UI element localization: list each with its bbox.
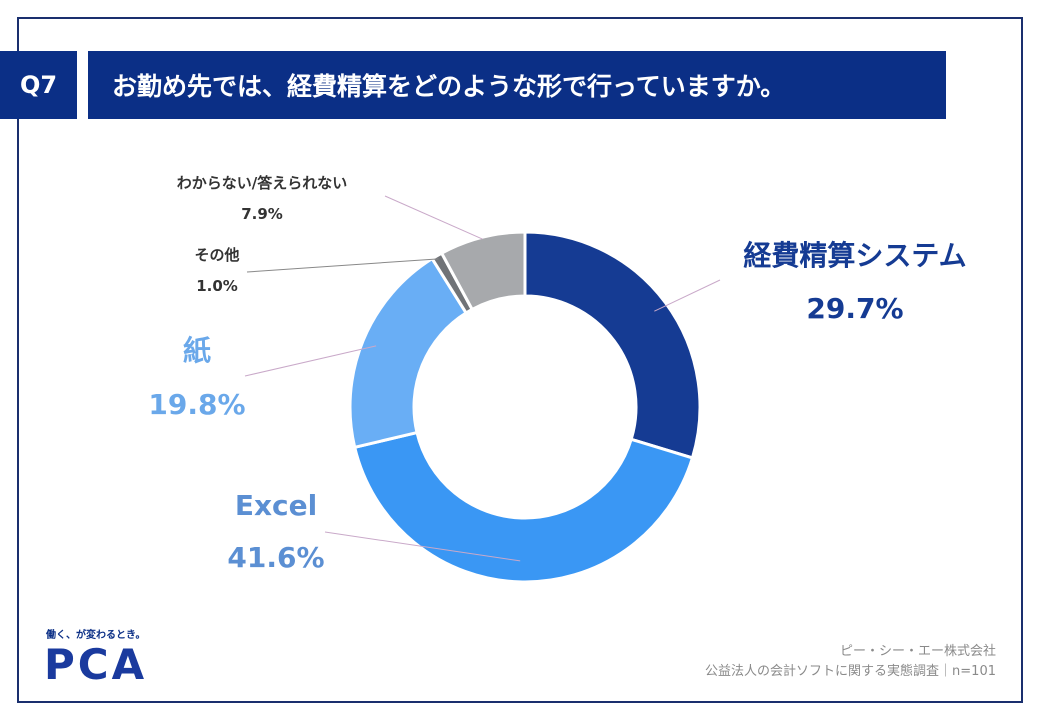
slice-value-4: 7.9%	[241, 205, 283, 223]
slice-value-3: 1.0%	[196, 277, 238, 295]
donut-slice-4	[439, 230, 527, 312]
chart-frame	[17, 17, 1023, 703]
leader-line-0	[654, 279, 721, 312]
slice-label-0: 経費精算システム	[743, 239, 966, 272]
pca-logo: PCA	[44, 640, 148, 689]
slice-value-1: 41.6%	[227, 541, 324, 574]
slice-label-1: Excel	[235, 489, 317, 522]
leader-line-4	[384, 195, 483, 240]
slice-label-3: その他	[194, 246, 239, 264]
question-title: お勤め先では、経費精算をどのような形で行っていますか。	[88, 51, 946, 119]
survey-note: 公益法人の会計ソフトに関する実態調査｜n=101	[705, 664, 996, 679]
slice-label-4: わからない/答えられない	[177, 174, 347, 192]
leader-line-3	[246, 258, 439, 273]
donut-slice-0	[523, 230, 702, 460]
slice-value-2: 19.8%	[148, 388, 245, 421]
leader-line-2	[244, 345, 377, 377]
leader-line-1	[324, 531, 521, 562]
donut-slice-1	[352, 430, 695, 584]
company-name: ピー・シー・エー株式会社	[839, 644, 996, 659]
footer-source: ピー・シー・エー株式会社 公益法人の会計ソフトに関する実態調査｜n=101	[705, 642, 996, 682]
question-number-badge: Q7	[0, 51, 77, 119]
slice-label-2: 紙	[183, 334, 211, 367]
logo-tagline: 働く、が変わるとき。	[46, 630, 146, 641]
slice-value-0: 29.7%	[806, 292, 903, 325]
